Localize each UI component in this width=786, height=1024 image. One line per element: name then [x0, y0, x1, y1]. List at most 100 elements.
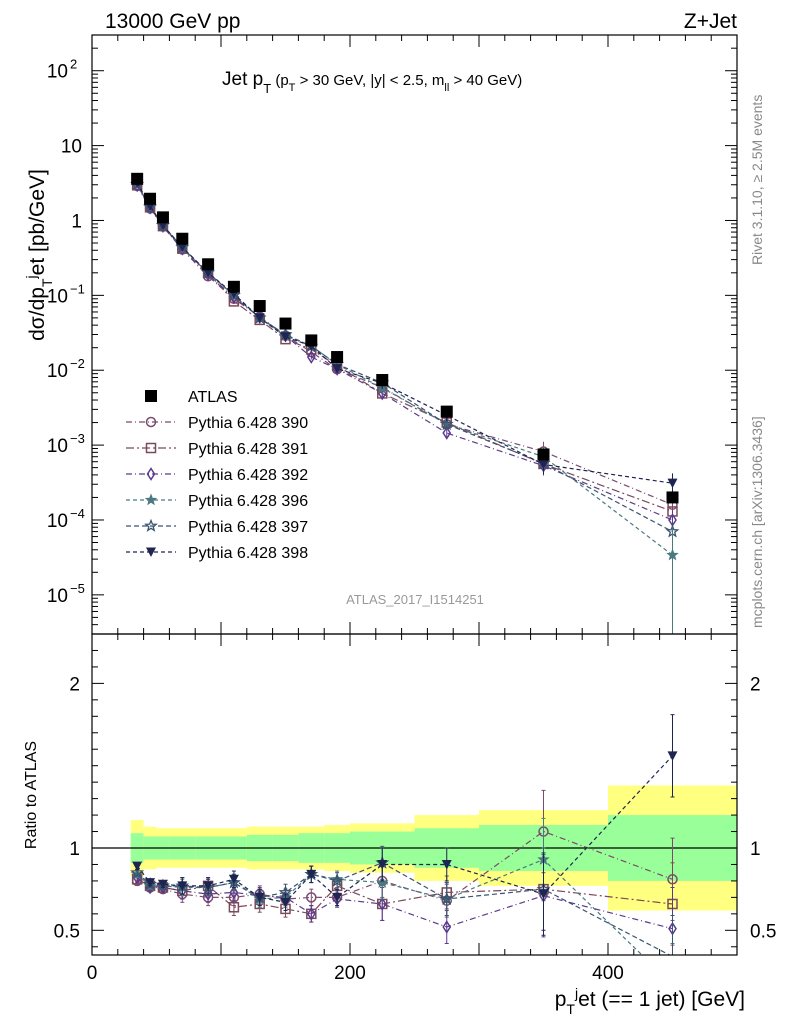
ratio-point: [132, 861, 143, 872]
y-tick-label: 10: [47, 361, 68, 382]
legend-label: Pythia 6.428 392: [188, 467, 308, 484]
main-line: [136, 184, 673, 512]
y-tick-exponent: −4: [70, 506, 85, 521]
ratio-y-tick-label-right: 2: [750, 674, 761, 695]
main-title: Jet pT (pT > 30 GeV, |y| < 2.5, mll > 40…: [222, 69, 522, 96]
legend-marker: [146, 547, 156, 557]
ratio-point: [203, 881, 214, 891]
ratio-point: [203, 887, 213, 901]
ratio-point: [145, 878, 156, 888]
legend-label: ATLAS: [188, 389, 238, 406]
data-point: [279, 317, 292, 330]
x-axis-label: pTjet (== 1 jet) [GeV]: [555, 985, 745, 1017]
y-tick-label: 1: [71, 211, 82, 232]
ratio-point: [375, 875, 389, 888]
data-point: [667, 478, 678, 489]
legend-label: Pythia 6.428 391: [188, 441, 308, 458]
legend-entry: Pythia 6.428 398: [126, 545, 308, 562]
legend-entry: Pythia 6.428 397: [126, 518, 308, 536]
ratio-point: [330, 873, 345, 887]
data-point: [253, 300, 266, 313]
data-point: [538, 460, 549, 470]
ratio-point: [441, 859, 452, 870]
legend-entry: Pythia 6.428 391: [126, 441, 308, 458]
data-point: [306, 350, 316, 364]
y-tick-label: 10: [47, 286, 68, 307]
main-line: [136, 182, 673, 484]
ratio-point: [228, 874, 239, 885]
ratio-point: [306, 869, 317, 880]
x-tick-label: 200: [334, 963, 366, 984]
ratio-point: [228, 902, 240, 913]
y-tick-exponent: −5: [70, 581, 85, 596]
y-tick-exponent: −3: [70, 431, 85, 446]
legend-marker: [145, 416, 157, 428]
legend-label: Pythia 6.428 397: [188, 519, 308, 536]
data-point: [332, 364, 343, 374]
main-ylabel: dσ/dpTjet [pb/GeV]: [23, 169, 55, 341]
ratio-point: [130, 865, 145, 879]
data-point: [376, 374, 389, 387]
ratio-point: [157, 879, 168, 890]
ratio-line: [136, 755, 673, 903]
legend-label: Pythia 6.428 396: [188, 493, 308, 510]
ratio-point: [377, 859, 388, 870]
legend-entry: Pythia 6.428 390: [126, 415, 308, 432]
data-point: [203, 268, 214, 278]
ratio-point: [254, 892, 265, 903]
data-point: [176, 232, 189, 245]
legend-marker: [144, 518, 158, 532]
x-tick-label: 0: [87, 963, 98, 984]
data-point: [537, 448, 550, 461]
ratio-point: [332, 892, 343, 903]
ratio-series-5: [132, 714, 678, 936]
data-point: [254, 313, 265, 323]
ratio-point: [377, 897, 387, 911]
legend-marker: [144, 493, 158, 506]
ratio-point: [177, 881, 188, 891]
analysis-id: ATLAS_2017_I1514251: [346, 592, 484, 607]
data-point: [439, 416, 454, 431]
ratio-point: [280, 897, 291, 908]
data-point: [666, 491, 679, 504]
data-point: [305, 334, 318, 347]
data-point: [442, 426, 452, 440]
ratio-y-tick-label-right: 1: [750, 839, 761, 860]
y-tick-label: 10: [61, 137, 82, 158]
ratio-point: [538, 889, 549, 900]
rivet-label: Rivet 3.1.10, ≥ 2.5M events: [749, 95, 765, 265]
y-tick-label: 10: [47, 436, 68, 457]
process-label: Z+Jet: [684, 10, 737, 33]
legend-marker: [145, 390, 157, 402]
y-tick-exponent: −2: [70, 356, 85, 371]
data-point: [331, 351, 344, 364]
ratio-point: [306, 906, 316, 921]
ratio-y-tick-label: 2: [69, 674, 80, 695]
data-point: [280, 332, 291, 342]
data-point: [144, 192, 157, 205]
main-series-1: [131, 180, 678, 515]
legend-entry: Pythia 6.428 396: [126, 493, 308, 510]
main-line: [136, 183, 673, 533]
main-series-5: [130, 176, 680, 542]
ratio-line: [136, 877, 673, 930]
y-tick-exponent: 2: [70, 57, 77, 72]
legend-label: Pythia 6.428 390: [188, 415, 308, 432]
legend-marker: [146, 467, 156, 481]
legend-entry: ATLAS: [145, 389, 238, 406]
ratio-y-tick-label-right: 0.5: [750, 921, 776, 942]
data-point: [227, 280, 240, 293]
data-point: [177, 242, 188, 253]
ratio-y-tick-label: 0.5: [54, 921, 80, 942]
ratio-point: [439, 891, 454, 906]
ratio-point: [229, 885, 239, 900]
legend-entry: Pythia 6.428 392: [126, 467, 308, 484]
y-tick-label: 10: [47, 62, 68, 83]
ratio-frame: [91, 633, 738, 956]
data-point: [156, 211, 169, 224]
legend-label: Pythia 6.428 398: [188, 545, 308, 562]
ratio-line: [136, 878, 673, 915]
ratio-point: [442, 920, 452, 934]
ratio-y-tick-label: 1: [69, 839, 80, 860]
